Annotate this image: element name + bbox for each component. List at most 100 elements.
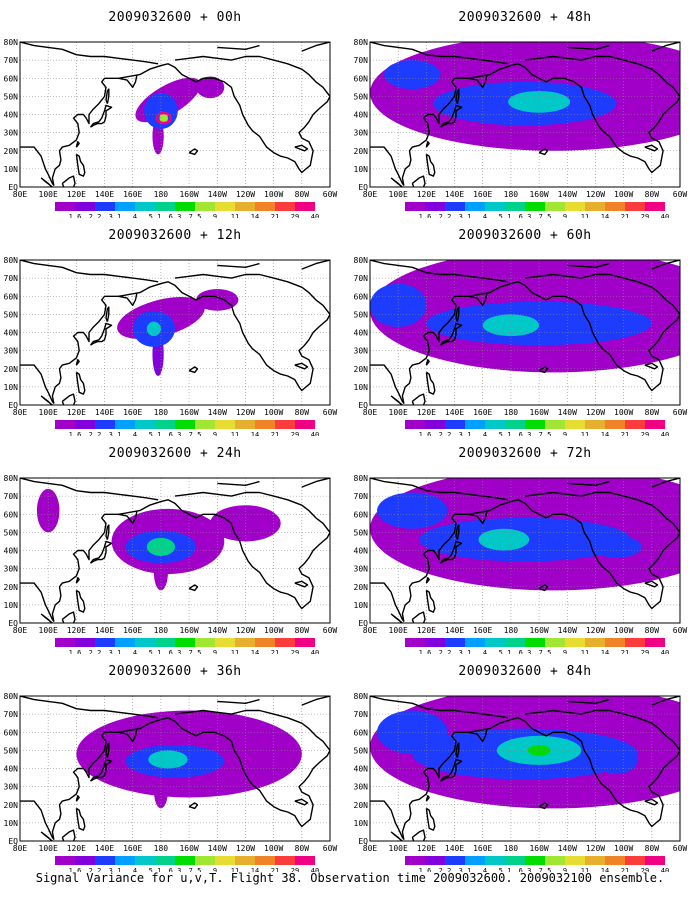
lon-tick-label: 60W — [323, 408, 338, 417]
colorbar-swatch — [195, 420, 215, 429]
lon-tick-label: 120W — [236, 190, 255, 199]
lat-tick-label: 70N — [354, 56, 369, 65]
colorbar-swatch — [215, 202, 235, 211]
lon-tick-label: 160W — [529, 844, 548, 853]
observation-marker — [155, 111, 172, 125]
coastline — [651, 696, 680, 706]
colorbar-swatch — [645, 856, 665, 865]
colorbar-label: 3.1 — [459, 431, 472, 436]
colorbar-label: 2.2 — [89, 867, 102, 872]
colorbar-label: 4 — [133, 213, 137, 218]
colorbar-label: 2.2 — [439, 431, 452, 436]
coastline — [40, 177, 54, 187]
coastline — [40, 613, 54, 623]
colorbar-swatch — [195, 638, 215, 647]
coastline — [455, 88, 460, 104]
coastline — [425, 371, 436, 395]
variance-region — [146, 321, 161, 337]
colorbar-swatch — [405, 856, 425, 865]
coastline — [301, 42, 330, 52]
lon-tick-label: 120W — [586, 190, 605, 199]
colorbar-swatch — [135, 202, 155, 211]
colorbar-label: 40 — [311, 867, 319, 872]
colorbar-swatch — [55, 638, 75, 647]
lon-tick-label: 80W — [295, 626, 310, 635]
colorbar-label: 3.1 — [109, 431, 122, 436]
coastline — [425, 807, 436, 831]
colorbar-swatch — [525, 420, 545, 429]
colorbar-swatch — [605, 638, 625, 647]
colorbar-label: 6.3 — [169, 431, 182, 436]
colorbar-swatch — [95, 638, 115, 647]
colorbar-swatch — [545, 638, 565, 647]
lat-tick-label: 40N — [4, 765, 19, 774]
coastline — [75, 358, 80, 366]
coastline — [118, 491, 330, 610]
colorbar-label: 3.1 — [109, 649, 122, 654]
lon-tick-label: 120W — [586, 408, 605, 417]
lon-tick-label: 80E — [363, 844, 378, 853]
lat-tick-label: 70N — [354, 710, 369, 719]
map-panel: 2009032600 + 12h 80N 70N 60N 50N 40N 30N 20N 10N… — [0, 218, 350, 436]
lat-tick-label: 70N — [4, 710, 19, 719]
colorbar-label: 2.2 — [439, 213, 452, 218]
colorbar-swatch — [645, 202, 665, 211]
colorbar-swatch — [175, 856, 195, 865]
colorbar-swatch — [605, 856, 625, 865]
coastline — [644, 144, 659, 152]
colorbar-label: 21 — [621, 867, 629, 872]
colorbar-swatch — [525, 856, 545, 865]
panel-title: 2009032600 + 24h — [108, 446, 242, 461]
lon-tick-label: 160E — [123, 408, 142, 417]
colorbar-swatch — [215, 638, 235, 647]
coastline — [644, 580, 659, 588]
colorbar-swatch — [75, 420, 95, 429]
coastline — [411, 175, 426, 187]
lat-tick-label: 40N — [354, 547, 369, 556]
colorbar-swatch — [115, 638, 135, 647]
lon-tick-label: 100W — [264, 844, 283, 853]
lon-tick-label: 100W — [264, 190, 283, 199]
variance-region — [36, 488, 60, 533]
colorbar-swatch — [485, 638, 505, 647]
lon-tick-label: 140W — [558, 844, 577, 853]
colorbar-swatch — [545, 202, 565, 211]
colorbar-label: 5.1 — [499, 213, 512, 218]
coastline — [20, 728, 138, 840]
lon-tick-label: 100W — [614, 626, 633, 635]
colorbar-label: 11 — [581, 213, 589, 218]
colorbar-label: 5.1 — [149, 649, 162, 654]
colorbar-swatch — [275, 420, 295, 429]
lon-tick-label: 120E — [67, 408, 86, 417]
lon-tick-label: 140W — [558, 626, 577, 635]
lat-tick-label: 30N — [4, 347, 19, 356]
map-frame — [19, 695, 331, 842]
lat-tick-label: EQ — [358, 183, 368, 192]
coastline — [455, 742, 460, 758]
colorbar-label: 14 — [601, 649, 609, 654]
lat-tick-label: 10N — [354, 383, 369, 392]
map-panel: 2009032600 + 36h 80N 70N 60N 50N 40N 30N 20N 10N… — [0, 654, 350, 872]
colorbar-swatch — [485, 856, 505, 865]
coastline — [217, 480, 260, 486]
colorbar-swatch — [545, 856, 565, 865]
lat-tick-label: 70N — [354, 492, 369, 501]
colorbar-label: 40 — [661, 649, 669, 654]
colorbar-swatch — [525, 202, 545, 211]
colorbar-swatch — [155, 856, 175, 865]
lon-tick-label: 100W — [614, 408, 633, 417]
variance-region — [159, 112, 168, 124]
lon-tick-label: 100E — [39, 844, 58, 853]
lon-tick-label: 80E — [363, 626, 378, 635]
coastline — [439, 322, 463, 346]
colorbar-label: 29 — [641, 867, 649, 872]
lon-tick-label: 160W — [529, 190, 548, 199]
colorbar-swatch — [255, 638, 275, 647]
colorbar-label: 3.1 — [459, 649, 472, 654]
lat-tick-label: EQ — [8, 401, 18, 410]
colorbar-swatch — [255, 202, 275, 211]
coastline — [188, 584, 199, 592]
colorbar-swatch — [485, 202, 505, 211]
